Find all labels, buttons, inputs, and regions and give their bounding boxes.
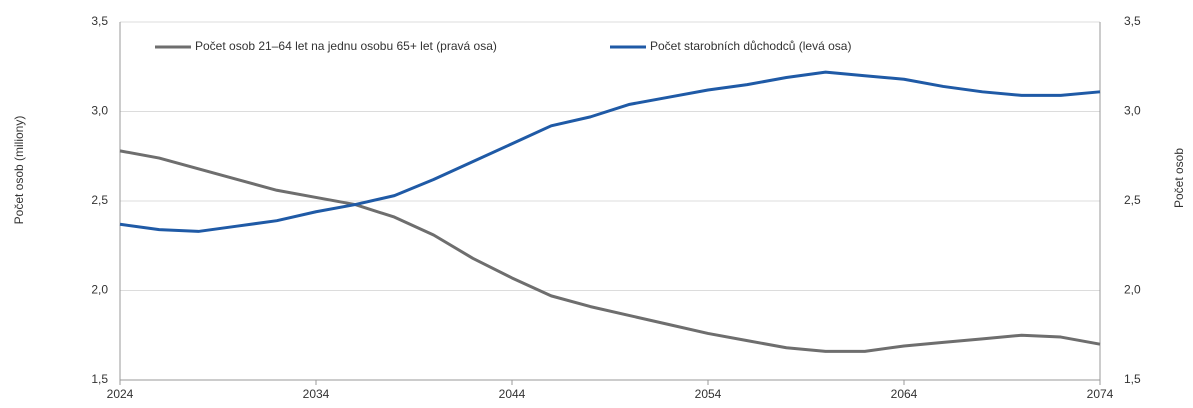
y2-tick-label: 2,0 bbox=[1124, 283, 1141, 297]
y-tick-label: 2,5 bbox=[91, 193, 108, 207]
legend-label: Počet starobních důchodců (levá osa) bbox=[650, 39, 851, 53]
y-axis-label: Počet osob (miliony) bbox=[12, 116, 26, 225]
y-tick-label: 3,5 bbox=[91, 14, 108, 28]
x-tick-label: 2074 bbox=[1087, 387, 1114, 401]
y2-axis-label: Počet osob bbox=[1172, 148, 1186, 208]
y2-tick-label: 3,0 bbox=[1124, 104, 1141, 118]
legend-label: Počet osob 21–64 let na jednu osobu 65+ … bbox=[195, 39, 497, 53]
y2-tick-label: 3,5 bbox=[1124, 14, 1141, 28]
y-tick-label: 3,0 bbox=[91, 104, 108, 118]
x-tick-label: 2034 bbox=[303, 387, 330, 401]
x-tick-label: 2064 bbox=[891, 387, 918, 401]
y-tick-label: 2,0 bbox=[91, 283, 108, 297]
y-tick-label: 1,5 bbox=[91, 372, 108, 386]
y2-tick-label: 2,5 bbox=[1124, 193, 1141, 207]
series-line bbox=[119, 149, 1101, 353]
y2-tick-label: 1,5 bbox=[1124, 372, 1141, 386]
x-tick-label: 2054 bbox=[695, 387, 722, 401]
x-tick-label: 2044 bbox=[499, 387, 526, 401]
series-line bbox=[119, 70, 1101, 233]
x-tick-label: 2024 bbox=[107, 387, 134, 401]
